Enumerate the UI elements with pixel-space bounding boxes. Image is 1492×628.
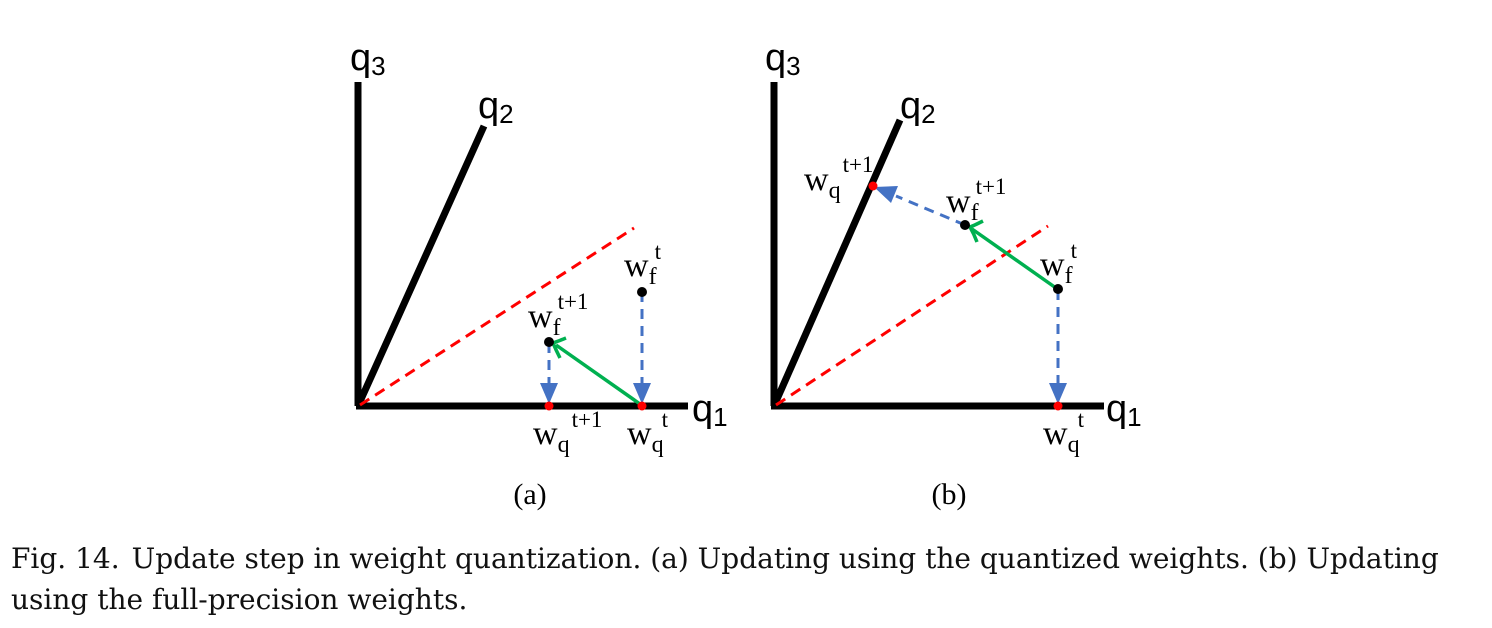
figure-caption: Fig. 14. Update step in weight quantizati… — [11, 538, 1489, 620]
label-wf-t1: wft+1 — [946, 174, 1006, 226]
label-wf-t: wft — [1040, 238, 1078, 289]
point-wf-t — [637, 287, 647, 297]
point-wf-t — [1053, 284, 1063, 294]
label-wf-t1: wft+1 — [528, 289, 588, 341]
axis-label-q1: q1 — [1106, 388, 1142, 432]
arrowhead-projection-wf-t1 — [874, 186, 898, 203]
arrowhead-projection-wf-t — [633, 383, 651, 404]
axis-label-q2: q2 — [900, 85, 936, 129]
label-wq-t: wqt — [1043, 407, 1085, 458]
label-wq-t1: wqt+1 — [533, 407, 602, 458]
point-wq-t1 — [544, 401, 554, 411]
point-wq-t1 — [868, 181, 878, 191]
label-wf-t: wft — [624, 239, 662, 290]
arrowhead-projection-wf-t1 — [540, 383, 558, 404]
decision-boundary-line — [359, 226, 635, 407]
axis-label-q3: q3 — [350, 37, 386, 81]
caption-text: Update step in weight quantization. (a) … — [11, 542, 1439, 616]
axis-label-q1: q1 — [692, 388, 728, 432]
projection-arrow-wf-t1 — [895, 194, 966, 227]
axis-q2 — [770, 118, 904, 408]
axis-label-q2: q2 — [478, 85, 514, 129]
panel-a: q3 q2 q1 wft wft+1 wqt+1 — [350, 37, 728, 511]
caption-figure-number: Fig. 14. — [11, 542, 120, 575]
arrowhead-projection-wf-t — [1049, 383, 1067, 404]
panel-b: q3 q2 q1 wqt+1 wft+1 wft — [765, 37, 1142, 511]
label-wq-t1: wqt+1 — [804, 152, 873, 204]
label-wq-t: wqt — [627, 407, 669, 458]
update-arrow — [970, 227, 1058, 290]
axis-label-q3: q3 — [765, 37, 801, 81]
panel-label-b: (b) — [932, 478, 967, 511]
panel-label-a: (a) — [513, 478, 546, 511]
axis-q2 — [354, 124, 488, 408]
update-arrow — [554, 343, 642, 406]
point-wf-t1 — [544, 337, 554, 347]
point-wf-t1 — [960, 220, 970, 230]
decision-boundary-line — [775, 224, 1049, 407]
point-wq-t — [637, 401, 647, 411]
point-wq-t — [1053, 401, 1063, 411]
update-arrowhead — [967, 219, 984, 243]
